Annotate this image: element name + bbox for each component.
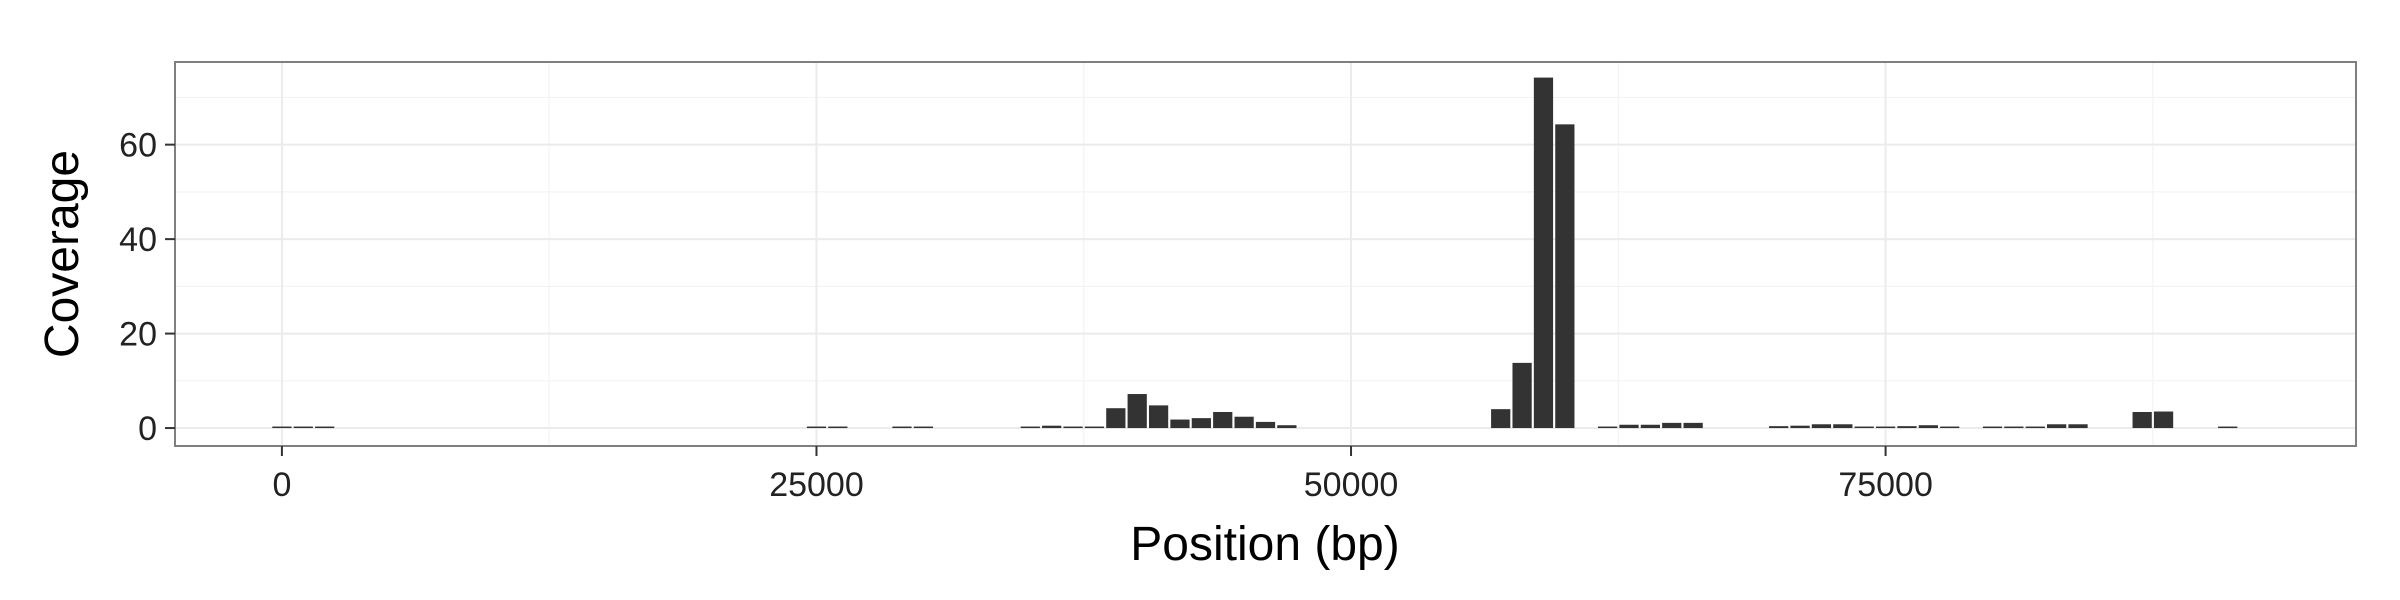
coverage-bar [1769, 426, 1789, 429]
coverage-bar [2218, 426, 2238, 429]
coverage-bar [2004, 426, 2024, 429]
coverage-bar [2047, 424, 2067, 429]
coverage-bar [1084, 426, 1105, 429]
coverage-bar [1255, 421, 1276, 429]
coverage-bar [1148, 405, 1169, 429]
coverage-bar [2153, 411, 2174, 429]
coverage-bar [806, 426, 827, 429]
coverage-bar [1940, 426, 1960, 429]
y-tick-label: 60 [119, 127, 157, 165]
coverage-bar [1191, 418, 1211, 429]
coverage-bar [892, 426, 912, 429]
axes: 0 25000 50000 75000 0 20 40 60 [119, 127, 1933, 504]
coverage-bar [293, 426, 313, 429]
coverage-bar [1875, 426, 1896, 429]
coverage-bar [272, 426, 292, 429]
coverage-bar [2068, 424, 2088, 429]
coverage-bar [1811, 424, 1832, 429]
coverage-bar [1533, 77, 1554, 429]
y-axis-title: Coverage [36, 150, 89, 358]
x-tick-label: 25000 [769, 466, 864, 504]
x-tick-label: 75000 [1838, 466, 1933, 504]
coverage-bar [1640, 424, 1660, 429]
coverage-bar [1619, 424, 1639, 429]
x-tick-label: 50000 [1304, 466, 1399, 504]
coverage-bar [1491, 409, 1511, 429]
coverage-bar [1127, 394, 1147, 429]
coverage-bar [1020, 426, 1040, 429]
y-tick-label: 0 [138, 410, 157, 448]
coverage-bar [2025, 426, 2045, 429]
coverage-bar [1170, 419, 1190, 429]
x-axis-title: Position (bp) [1130, 518, 1399, 571]
coverage-bar [1662, 422, 1682, 429]
x-tick-label: 0 [272, 466, 291, 504]
coverage-bar [828, 426, 848, 429]
coverage-bar [1683, 422, 1703, 429]
coverage-bar [1982, 426, 2003, 429]
coverage-bar [1512, 362, 1532, 429]
coverage-bars [272, 77, 2238, 429]
coverage-bar [1555, 124, 1575, 429]
coverage-bar [1833, 424, 1853, 429]
coverage-bar [1234, 416, 1254, 429]
y-tick-label: 20 [119, 316, 157, 354]
coverage-bar [2132, 411, 2152, 429]
coverage-bar [1598, 426, 1618, 429]
plot-panel-border [174, 61, 2357, 447]
coverage-bar [1918, 425, 1938, 429]
grid-lines [175, 62, 2356, 446]
coverage-bar [1042, 425, 1062, 429]
coverage-bar [1277, 425, 1297, 429]
coverage-bar [1213, 411, 1233, 429]
coverage-bar [1790, 425, 1810, 429]
coverage-bar [1063, 426, 1083, 429]
coverage-bar [1854, 426, 1874, 429]
coverage-bar [913, 426, 933, 429]
y-tick-label: 40 [119, 221, 157, 259]
coverage-bar [315, 426, 335, 429]
coverage-bar [1106, 408, 1126, 429]
coverage-bar [1897, 426, 1917, 429]
